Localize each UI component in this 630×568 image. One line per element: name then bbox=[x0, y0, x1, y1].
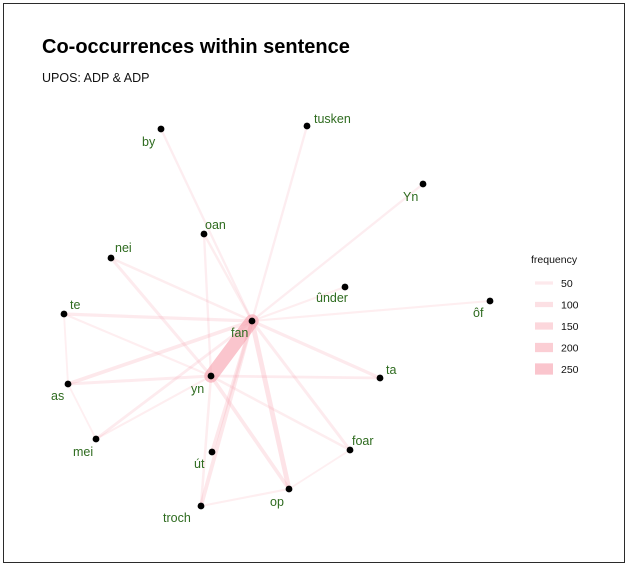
edge-te-as bbox=[63, 313, 69, 385]
node-label-op: op bbox=[270, 495, 284, 509]
edges-layer bbox=[62, 124, 492, 508]
chart-subtitle: UPOS: ADP & ADP bbox=[42, 71, 150, 85]
edge-fan-as bbox=[66, 319, 254, 386]
node-label-ta: ta bbox=[386, 363, 396, 377]
node-under bbox=[341, 283, 349, 291]
edge-fan-nei bbox=[109, 256, 254, 323]
legend-label-150: 150 bbox=[561, 321, 579, 333]
node-by bbox=[157, 125, 165, 133]
edge-fan-op bbox=[249, 318, 292, 492]
node-label-ut: út bbox=[194, 457, 205, 471]
edge-yn-te bbox=[62, 312, 213, 378]
node-of bbox=[486, 297, 494, 305]
edge-op-foar bbox=[288, 449, 351, 490]
edge-fan-yn bbox=[204, 314, 259, 383]
node-op bbox=[285, 485, 293, 493]
edge-fan-tusken bbox=[250, 124, 309, 323]
edge-as-mei bbox=[67, 383, 97, 440]
node-label-under: ûnder bbox=[316, 291, 348, 305]
node-label-troch: troch bbox=[163, 511, 191, 525]
node-label-as: as bbox=[51, 389, 64, 403]
node-label-Yn: Yn bbox=[403, 190, 418, 204]
edge-fan-of bbox=[250, 299, 492, 323]
node-label-foar: foar bbox=[352, 434, 374, 448]
edge-yn-troch bbox=[199, 374, 213, 508]
node-label-oan: oan bbox=[205, 218, 226, 232]
nodes-layer bbox=[60, 122, 494, 510]
legend-label-100: 100 bbox=[561, 300, 579, 312]
edge-yn-foar bbox=[209, 374, 352, 452]
node-nei bbox=[107, 254, 115, 262]
edge-yn-as bbox=[66, 374, 213, 386]
node-fan bbox=[248, 317, 256, 325]
edge-fan-te bbox=[62, 312, 254, 323]
node-yn bbox=[207, 372, 215, 380]
edge-fan-by bbox=[159, 127, 254, 323]
edge-fan-mei bbox=[94, 319, 254, 441]
chart-title: Co-occurrences within sentence bbox=[42, 36, 350, 58]
node-label-of: ôf bbox=[473, 306, 484, 320]
node-troch bbox=[197, 502, 205, 510]
edge-yn-op bbox=[209, 374, 291, 491]
node-te bbox=[60, 310, 68, 318]
edge-op-troch bbox=[199, 487, 291, 508]
node-label-yn: yn bbox=[191, 382, 204, 396]
edge-fan-under bbox=[250, 285, 347, 323]
node-label-fan: fan bbox=[231, 326, 248, 340]
node-foar bbox=[346, 446, 354, 454]
legend-title: frequency bbox=[531, 254, 578, 266]
legend-label-250: 250 bbox=[561, 364, 579, 376]
edge-fan-troch bbox=[199, 319, 254, 508]
plot-frame bbox=[3, 3, 625, 563]
edge-yn-oan bbox=[202, 232, 213, 378]
edge-fan-oan bbox=[202, 232, 254, 323]
node-Yn bbox=[419, 180, 427, 188]
edge-fan-ut bbox=[210, 319, 254, 454]
labels-layer: fan yn by tusken Yn oan nei ûnder ôf te ta as mei foa… bbox=[51, 112, 484, 525]
edge-fan-ta bbox=[250, 319, 382, 380]
node-label-te: te bbox=[70, 298, 80, 312]
node-ta bbox=[376, 374, 384, 382]
node-label-tusken: tusken bbox=[314, 112, 351, 126]
legend-label-200: 200 bbox=[561, 343, 579, 355]
node-label-mei: mei bbox=[73, 445, 93, 459]
edge-yn-ta bbox=[209, 374, 382, 380]
node-ut bbox=[208, 448, 216, 456]
node-tusken bbox=[303, 122, 311, 130]
edge-yn-mei bbox=[94, 374, 213, 441]
node-oan bbox=[200, 230, 208, 238]
edge-fan-foar bbox=[250, 319, 352, 452]
node-label-nei: nei bbox=[115, 241, 132, 255]
legend-label-50: 50 bbox=[561, 278, 573, 290]
edge-fan-Yn bbox=[250, 182, 425, 323]
legend-keys: 50 100 150 200 250 bbox=[535, 278, 579, 376]
edge-yn-nei bbox=[109, 256, 213, 378]
node-label-by: by bbox=[142, 135, 156, 149]
node-as bbox=[64, 380, 72, 388]
node-mei bbox=[92, 435, 100, 443]
